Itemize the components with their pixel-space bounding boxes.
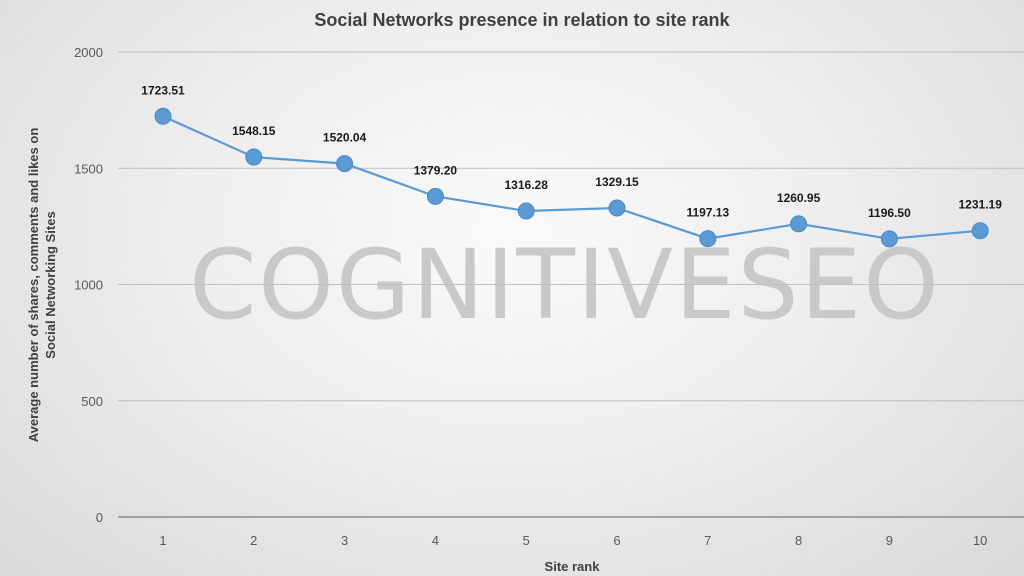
chart-title: Social Networks presence in relation to … [314,10,730,30]
x-tick-label: 3 [341,533,348,548]
y-axis-title-line-2: Social Networking Sites [43,211,58,358]
data-labels: 1723.51 1548.15 1520.04 1379.20 1316.28 1329.… [141,83,1002,220]
x-tick-label: 4 [432,533,439,548]
data-label: 1260.95 [777,191,821,205]
data-point [790,215,808,233]
y-tick-label: 1500 [74,161,103,176]
data-point [426,187,444,205]
y-tick-label: 500 [81,394,103,409]
data-point [245,148,263,166]
y-tick-label: 2000 [74,45,103,60]
gridlines [118,51,1024,518]
series-line [162,115,981,240]
data-markers [154,107,989,248]
x-tick-label: 8 [795,533,802,548]
data-point [336,155,354,173]
data-label: 1548.15 [232,124,276,138]
data-label: 1379.20 [414,163,458,177]
data-point [971,222,989,240]
y-axis-ticks: 0 500 1000 1500 2000 [74,45,103,525]
x-tick-label: 9 [886,533,893,548]
y-axis-title-line-1: Average number of shares, comments and l… [26,128,41,443]
x-tick-label: 7 [704,533,711,548]
data-point [699,230,717,248]
x-axis-ticks: 1 2 3 4 5 6 7 8 9 10 [159,533,987,548]
data-label: 1329.15 [595,175,639,189]
data-point [608,199,626,217]
data-label: 1316.28 [505,178,549,192]
data-label: 1196.50 [868,206,911,220]
data-label: 1231.19 [959,198,1003,212]
data-label: 1723.51 [141,83,185,97]
data-label: 1520.04 [323,131,367,145]
x-tick-label: 1 [159,533,166,548]
data-point [880,230,898,248]
y-tick-label: 0 [96,510,103,525]
data-point [154,107,172,125]
x-tick-label: 10 [973,533,987,548]
data-point [517,202,535,220]
data-label: 1197.13 [686,206,729,220]
x-axis-title: Site rank [545,559,601,574]
y-axis-title: Average number of shares, comments and l… [26,128,58,443]
x-tick-label: 6 [613,533,620,548]
x-tick-label: 5 [523,533,530,548]
y-tick-label: 1000 [74,278,103,293]
x-tick-label: 2 [250,533,257,548]
